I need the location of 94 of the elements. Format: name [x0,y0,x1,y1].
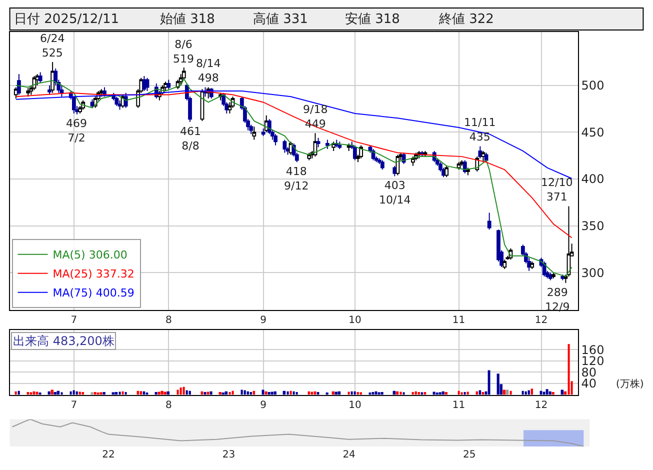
y-tick-label: 300 [581,266,604,280]
bar [466,392,469,395]
candlestick [261,128,266,136]
x-tick-label: 11 [452,315,466,326]
text: 安値 318 [345,11,400,27]
legend-label: MA(75) 400.59 [52,286,134,300]
candlestick [359,144,363,159]
candlestick [48,84,52,96]
text: 始値 318 [160,12,215,27]
candlestick [166,79,171,90]
bar [176,390,179,395]
x-tick-label: 8 [165,315,172,326]
bar [502,390,506,395]
bar [158,392,160,395]
candlestick [307,152,312,161]
candlestick [118,100,122,110]
x-tick-label: 11 [452,400,466,411]
candlestick [548,272,552,281]
candlestick [352,144,357,161]
candlestick [466,167,470,176]
x-tick-label: 12 [534,315,548,326]
x-tick-label: 25 [462,450,476,460]
bar [432,392,436,395]
x-tick-label: 23 [222,450,236,460]
bar [546,389,548,395]
candlestick [380,160,384,170]
candlestick [444,165,449,178]
x-tick-label: 10 [348,315,362,326]
line-series [15,90,572,238]
legend-label: MA(25) 337.32 [52,268,134,281]
annotation: 418 9/12 [284,165,309,192]
candlestick [38,72,42,84]
candlestick [182,67,186,80]
candlestick [462,160,467,174]
bar [496,374,500,395]
y-tick-label: 450 [581,125,604,140]
y-tick-label: 400 [581,172,604,186]
candlestick [396,154,400,176]
x-tick-label: 9 [260,315,266,326]
candlestick [142,75,146,92]
y-tick-label: 40 [581,376,597,391]
x-tick-label: 8 [165,400,172,411]
candlestick [252,126,256,140]
bar [348,392,350,395]
y-axis-title: (万株) [616,378,644,390]
candlestick [530,260,534,270]
bar [568,344,570,395]
x-tick-label: 9 [260,400,266,411]
annotation: 6/24 525 [40,32,65,60]
text: 高値 331 [253,11,308,27]
candlestick [411,156,415,166]
bar [180,387,182,395]
candlestick [325,139,330,150]
text: 日付 2025/12/11 [14,12,120,27]
annotation: 403 10/14 [379,179,411,206]
x-tick-label: 7 [70,400,78,411]
candlestick [487,212,492,230]
x-tick-label: 12 [534,400,548,411]
annotation: 469 7/2 [66,117,87,144]
candlestick [282,139,287,154]
y-tick-label: 350 [581,219,604,234]
legend-label: MA(5) 306.00 [52,248,128,262]
x-tick-label: 22 [102,450,115,460]
y-tick-label: 160 [581,342,604,357]
x-tick-label: 7 [70,315,78,326]
candlestick [274,134,278,146]
candlestick [502,259,507,270]
bar [270,392,274,395]
annotation: 289 12/9 [545,286,570,314]
bar [182,386,185,395]
candlestick [145,77,150,92]
candlestick [114,96,119,106]
bar [400,392,402,395]
candlestick [26,88,30,98]
bar [240,390,243,395]
annotation: 8/6 519 [173,38,194,66]
annotation: 461 8/8 [180,125,201,152]
bar [50,390,54,395]
candlestick [552,272,556,279]
candlestick [316,137,320,148]
line-series [15,90,572,179]
annotation: 12/10 371 [541,176,573,204]
candlestick [338,141,342,150]
annotation: 8/14 498 [196,57,221,84]
candlestick [478,146,482,159]
bar [118,392,121,395]
annotation: 出来高 483,200株 [13,334,114,348]
x-tick-label: 24 [342,450,356,460]
text: 終値 322 [438,12,494,27]
y-tick-label: 500 [581,78,604,93]
annotation: 11/11 435 [464,116,496,144]
x-tick-label: 10 [348,400,362,411]
candlestick [17,74,21,96]
bar [164,392,166,395]
